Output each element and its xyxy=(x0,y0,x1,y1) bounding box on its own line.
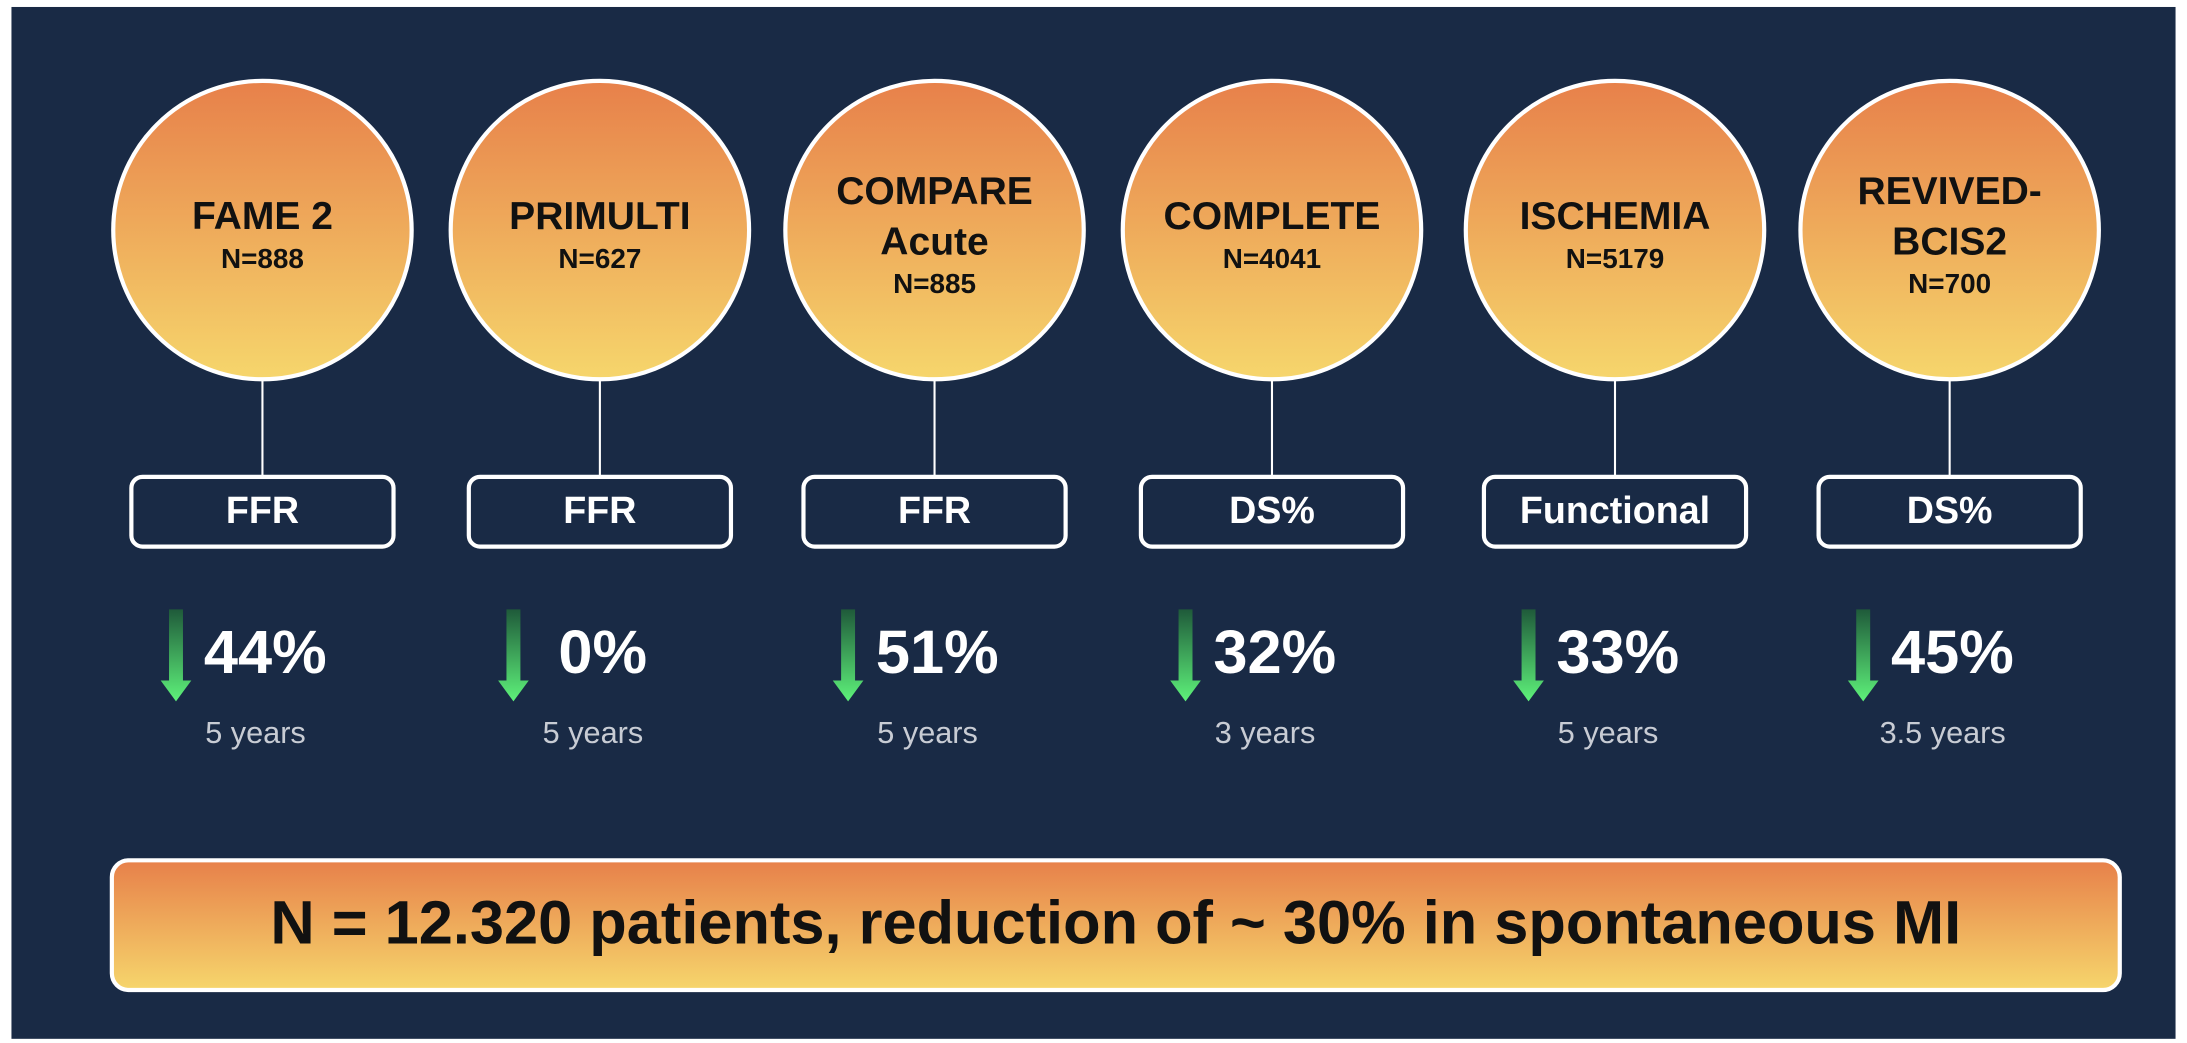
trial-circle xyxy=(1463,78,1767,382)
trial-n: N=5179 xyxy=(1566,243,1664,274)
method-label: FFR xyxy=(563,489,636,531)
trial-circle xyxy=(448,78,752,382)
method-box xyxy=(1138,474,1406,549)
trial-n: N=888 xyxy=(221,243,304,274)
trial-name: Acute xyxy=(880,220,988,263)
trial-name: BCIS2 xyxy=(1892,220,2007,263)
down-arrow xyxy=(498,609,529,702)
duration: 3 years xyxy=(1215,716,1316,750)
trial-circle xyxy=(111,78,414,382)
trial-name: COMPARE xyxy=(836,170,1033,213)
reduction: 44% xyxy=(204,618,327,687)
duration: 3.5 years xyxy=(1880,716,2006,750)
down-arrow xyxy=(832,609,864,702)
method-box xyxy=(1816,474,2083,549)
trial-name: ISCHEMIA xyxy=(1520,195,1711,238)
down-arrow xyxy=(1847,609,1879,702)
summary-box xyxy=(109,858,2122,993)
method-box xyxy=(129,474,396,549)
trial-name: REVIVED- xyxy=(1857,170,2041,213)
down-arrow xyxy=(1513,609,1544,702)
down-arrow xyxy=(1170,609,1201,702)
reduction: 45% xyxy=(1891,618,2014,687)
duration: 5 years xyxy=(877,716,978,750)
trial-n: N=700 xyxy=(1908,268,1991,299)
method-label: DS% xyxy=(1907,489,1993,531)
duration: 5 years xyxy=(205,716,306,750)
trial-name: FAME 2 xyxy=(192,195,333,238)
duration: 5 years xyxy=(1558,716,1659,750)
reduction: 33% xyxy=(1556,618,1679,687)
trial-circle xyxy=(1798,78,2101,382)
reduction: 51% xyxy=(876,618,999,687)
reduction: 0% xyxy=(558,618,647,687)
method-label: FFR xyxy=(226,489,299,531)
trial-name: PRIMULTI xyxy=(509,195,690,238)
trial-n: N=885 xyxy=(893,268,976,299)
trial-list: FAME 2 N=888 FFR 44% 5 years PRIMULTI N=627 FFR… xyxy=(111,78,2101,750)
method-label: Functional xyxy=(1520,489,1710,531)
method-box xyxy=(466,474,734,549)
down-arrow xyxy=(160,609,192,702)
trial-circle xyxy=(1120,78,1424,382)
method-label: FFR xyxy=(898,489,971,531)
method-box xyxy=(1481,474,1749,549)
reduction: 32% xyxy=(1213,618,1336,687)
trial-n: N=627 xyxy=(558,243,641,274)
method-label: DS% xyxy=(1229,489,1315,531)
trial-n: N=4041 xyxy=(1223,243,1321,274)
trial-circle xyxy=(783,78,1086,382)
trial-name: COMPLETE xyxy=(1164,195,1381,238)
summary-text: N = 12.320 patients, reduction of ~ 30% … xyxy=(270,888,1961,957)
duration: 5 years xyxy=(543,716,644,750)
method-box xyxy=(801,474,1068,549)
